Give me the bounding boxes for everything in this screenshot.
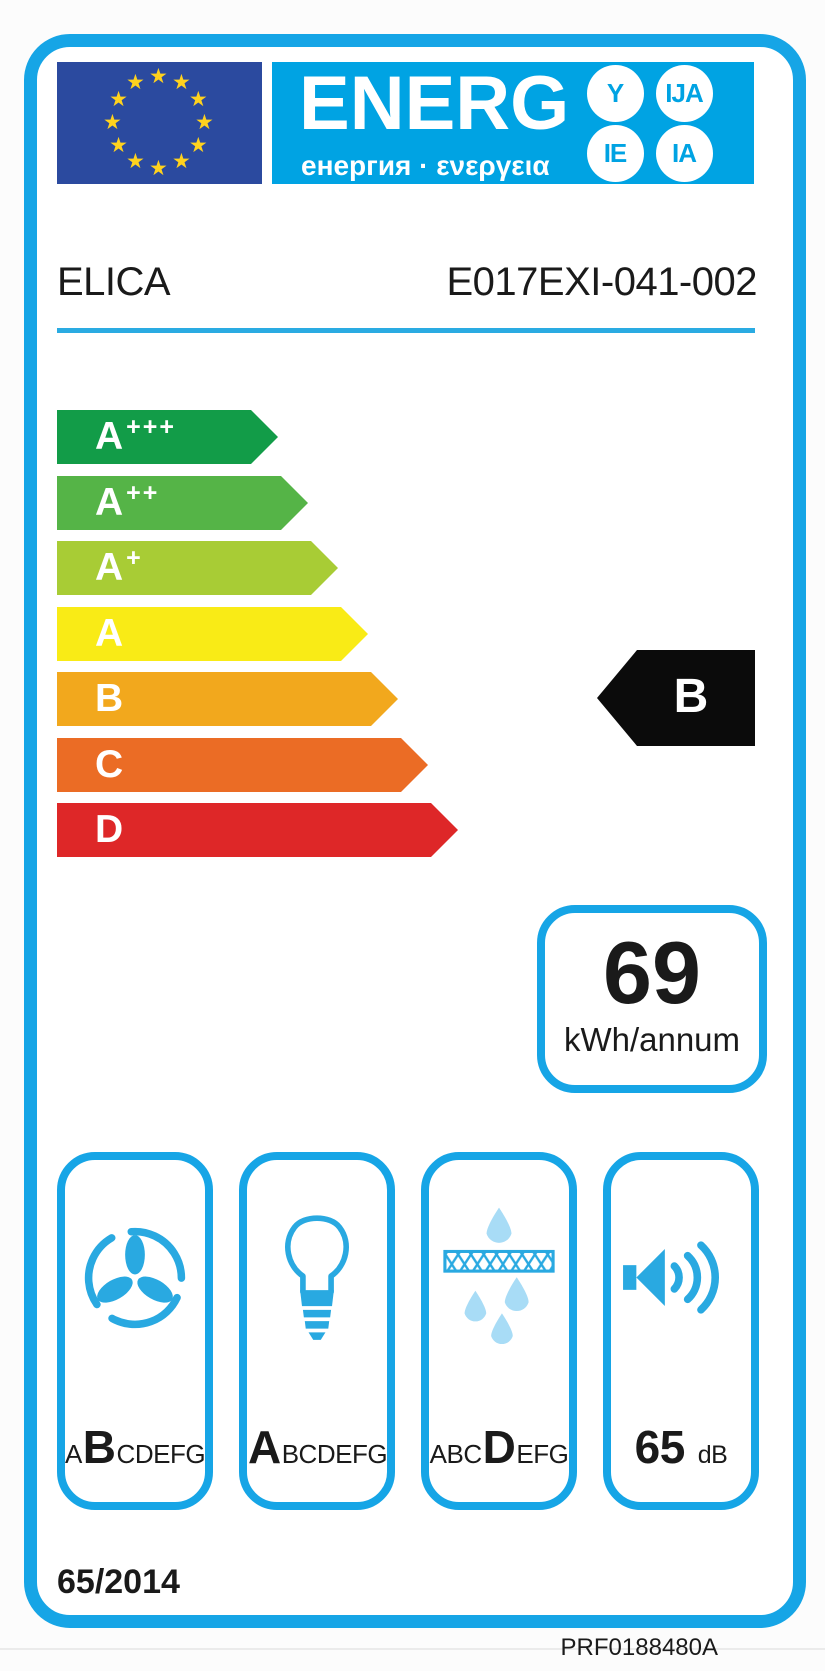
brand-model-row: ELICA E017EXI-041-002 bbox=[57, 259, 757, 305]
rating-arrow-A: A bbox=[57, 606, 368, 661]
noise-value: 65 bbox=[634, 1421, 686, 1473]
class-letter: A bbox=[64, 1439, 82, 1469]
rating-class-label: C bbox=[95, 742, 124, 786]
star-icon: ★ bbox=[149, 64, 168, 88]
class-letter: B bbox=[281, 1439, 299, 1469]
energ-subtitle: енергия · ενεργεια bbox=[301, 150, 550, 181]
annual-energy-value: 69 bbox=[603, 923, 701, 1022]
model-number: E017EXI-041-002 bbox=[446, 260, 757, 304]
noise-icon bbox=[611, 1160, 751, 1395]
rating-arrow-shape bbox=[57, 672, 398, 726]
fan-icon bbox=[65, 1160, 205, 1395]
class-letter: G bbox=[367, 1439, 388, 1469]
rating-arrow-A+: A + bbox=[57, 541, 338, 595]
divider-line bbox=[57, 328, 755, 333]
highlighted-class-letter: A bbox=[247, 1421, 281, 1473]
star-icon: ★ bbox=[109, 87, 128, 111]
selected-class-letter: B bbox=[673, 670, 709, 723]
star-icon: ★ bbox=[172, 150, 191, 174]
class-letter: F bbox=[351, 1439, 368, 1469]
regulation-number: 65/2014 bbox=[57, 1563, 180, 1601]
rating-arrow-shape bbox=[57, 803, 458, 857]
class-letter: G bbox=[185, 1439, 206, 1469]
star-icon: ★ bbox=[195, 110, 214, 134]
rating-arrow-shape bbox=[57, 737, 428, 792]
energ-suffix-circle: IJA bbox=[655, 64, 713, 122]
selected-arrow-shape bbox=[597, 650, 755, 746]
class-letter: D bbox=[316, 1439, 336, 1469]
class-letter: F bbox=[533, 1439, 549, 1469]
selected-rating-arrow: B bbox=[597, 650, 755, 746]
rating-arrow-B: B bbox=[57, 672, 398, 726]
energ-logo-text: ENERG bbox=[299, 61, 570, 146]
class-letter: C bbox=[463, 1439, 482, 1469]
energ-suffix-circle: Y bbox=[586, 64, 644, 122]
star-icon: ★ bbox=[103, 110, 122, 134]
energ-suffix-circle: IE bbox=[586, 124, 644, 182]
star-icon: ★ bbox=[126, 150, 145, 174]
class-letter: E bbox=[335, 1439, 352, 1469]
energy-consumption-box: 69 kWh/annum bbox=[537, 905, 767, 1093]
metric-value: 65 dB bbox=[611, 1420, 751, 1474]
noise-unit: dB bbox=[697, 1441, 728, 1469]
class-letter: E bbox=[153, 1439, 170, 1469]
star-icon: ★ bbox=[188, 87, 208, 111]
rating-arrow-A+++: A +++ bbox=[57, 410, 278, 464]
brand-name: ELICA bbox=[57, 260, 171, 304]
energ-band: ENERG енергия · ενεργεια Y IJA IE IA bbox=[272, 62, 754, 184]
rating-arrow-shape bbox=[57, 410, 278, 464]
rating-class-label: D bbox=[95, 808, 124, 851]
rating-arrow-shape bbox=[57, 606, 368, 661]
class-letter: E bbox=[516, 1439, 534, 1469]
star-icon: ★ bbox=[109, 133, 128, 157]
annual-energy-unit: kWh/annum bbox=[563, 1021, 741, 1058]
rating-arrow-shape bbox=[57, 475, 308, 530]
rating-class-label: A +++ bbox=[95, 413, 176, 458]
rating-arrow-C: C bbox=[57, 737, 428, 792]
highlighted-class-letter: B bbox=[82, 1421, 116, 1473]
rating-arrow-A++: A ++ bbox=[57, 475, 308, 530]
reference-code: PRF0188480A bbox=[560, 1634, 718, 1661]
lamp-icon bbox=[247, 1160, 387, 1395]
rating-class-label: A ++ bbox=[95, 478, 160, 524]
rating-class-label: B bbox=[95, 677, 124, 720]
grease-filter-icon bbox=[429, 1160, 569, 1395]
rating-arrow-shape bbox=[57, 541, 338, 595]
metric-box-4: 65 dB bbox=[603, 1152, 759, 1510]
eu-flag: ★ ★ ★ ★ ★ ★ ★ ★ ★ ★ ★ ★ bbox=[57, 62, 262, 184]
rating-arrow-D: D bbox=[57, 803, 458, 857]
class-letter: F bbox=[169, 1439, 186, 1469]
star-icon: ★ bbox=[126, 70, 145, 94]
star-icon: ★ bbox=[172, 70, 191, 94]
class-letter: G bbox=[548, 1439, 569, 1469]
energ-suffix-circle: IA bbox=[655, 124, 713, 182]
class-letter: D bbox=[134, 1439, 154, 1469]
highlighted-class-letter: D bbox=[482, 1421, 516, 1473]
class-letter: C bbox=[116, 1439, 136, 1469]
rating-class-label: A + bbox=[95, 544, 143, 589]
class-letter: C bbox=[298, 1439, 318, 1469]
rating-class-label: A bbox=[95, 611, 124, 655]
star-icon: ★ bbox=[149, 156, 168, 180]
star-icon: ★ bbox=[188, 133, 208, 157]
bottom-hairline bbox=[0, 1648, 825, 1650]
class-letter: B bbox=[446, 1439, 464, 1469]
class-letter: A bbox=[429, 1439, 447, 1469]
